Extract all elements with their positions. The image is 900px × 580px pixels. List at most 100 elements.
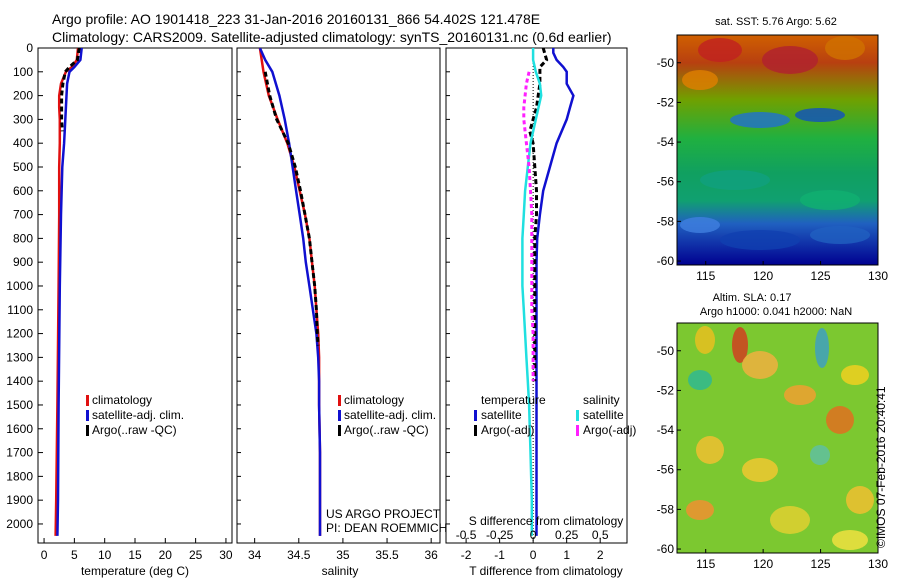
depth-tick-label: 1500 [6, 398, 33, 412]
sla-color-patch [846, 486, 874, 514]
depth-tick-label: 0 [26, 41, 33, 55]
diff-legend-swatch-temp-satellite [474, 410, 477, 421]
salinity-x-label: salinity [322, 564, 359, 578]
sla-x-tick-label: 130 [868, 557, 888, 571]
salinity-plot-frame [236, 47, 441, 544]
depth-tick-label: 800 [13, 231, 33, 245]
sla-x-tick-label: 115 [696, 557, 715, 571]
sst-x-tick-label: 115 [696, 269, 715, 283]
difference-panel: -2 -1 0 1 2 -0.5 -0.25 0 0.25 0.5 T difference fr… [445, 47, 636, 578]
diff-legend-sal-satellite: satellite [583, 408, 624, 422]
sal-legend-swatch-climatology [338, 395, 341, 406]
diff-sal-satellite-line [521, 48, 543, 536]
difference-series [521, 48, 575, 543]
legend-swatch-argo [86, 425, 89, 436]
diff-s-tick-label: -0.25 [486, 528, 514, 542]
diff-s-tick-label: 0 [530, 528, 537, 542]
diff-x-tick-label: -2 [461, 548, 472, 562]
sst-color-patch [810, 226, 870, 244]
depth-tick-label: 1000 [6, 279, 33, 293]
sla-y-tick-label: -56 [657, 463, 675, 477]
sst-x-tick-label: 130 [868, 269, 888, 283]
sal-x-tick-label: 34 [248, 548, 262, 562]
diff-legend-sal-argo: Argo(-adj) [583, 423, 636, 437]
sla-color-patch [732, 327, 748, 363]
salinity-x-ticks: 34 34.5 35 35.5 36 [248, 538, 438, 562]
depth-tick-label: 600 [13, 184, 33, 198]
temp-x-tick-label: 0 [41, 548, 48, 562]
sst-x-tick-label: 120 [753, 269, 773, 283]
temperature-plot-frame [37, 47, 233, 544]
sst-map-panel: sat. SST: 5.76 Argo: 5.62 115 120 125 130 -5… [657, 16, 889, 283]
depth-tick-label: 900 [13, 255, 33, 269]
sst-color-patch [795, 108, 845, 122]
sst-y-tick-label: -58 [657, 214, 675, 228]
temperature-legend: climatology satellite-adj. clim. Argo(..… [86, 393, 184, 437]
temp-x-tick-label: 25 [189, 548, 203, 562]
diff-sal-argo-line [522, 71, 535, 382]
sal-legend-swatch-argo [338, 425, 341, 436]
sal-x-tick-label: 36 [424, 548, 438, 562]
diff-legend-temperature-header: temperature [481, 393, 546, 407]
sst-x-tick-label: 125 [811, 269, 831, 283]
sst-y-tick-label: -50 [657, 56, 675, 70]
temp-x-tick-label: 20 [159, 548, 173, 562]
diff-legend-swatch-temp-argo [474, 425, 477, 436]
sla-map-frame [676, 322, 879, 554]
legend-label-climatology: climatology [92, 393, 152, 407]
legend-label-argo: Argo(..raw -QC) [92, 423, 177, 437]
salinity-y-ticks [237, 47, 241, 525]
sst-map-ticks: 115 120 125 130 -50 -52 -54 -56 -58 -60 [657, 56, 889, 283]
sal-satellite-line [258, 48, 322, 536]
sal-legend-swatch-satellite [338, 410, 341, 421]
sst-color-patch [720, 230, 800, 250]
sla-color-patch [688, 370, 712, 390]
sst-color-patch [762, 46, 818, 74]
difference-y-ticks [446, 47, 450, 525]
sla-color-patch [841, 365, 869, 385]
sla-color-patch [815, 328, 829, 368]
sla-y-tick-label: -50 [657, 344, 675, 358]
sal-legend-label-climatology: climatology [344, 393, 404, 407]
sal-x-tick-label: 35 [336, 548, 350, 562]
sla-color-patch [742, 351, 778, 379]
sla-color-patch [686, 500, 714, 520]
diff-temp-argo-line [528, 48, 549, 382]
sal-argo-line [263, 71, 320, 346]
depth-tick-label: 500 [13, 160, 33, 174]
depth-tick-label: 2000 [6, 517, 33, 531]
temperature-series [54, 48, 83, 536]
imos-timestamp: ©IMOS 07-Feb-2016 20:40:41 [874, 386, 888, 548]
difference-legend: temperature satellite Argo(-adj) salinit… [474, 393, 636, 437]
diff-temp-satellite-line [535, 48, 575, 536]
temperature-panel: 0 5 10 15 20 25 30 0 100 200 300 400 500 600 700 800 90… [6, 41, 233, 578]
sal-x-tick-label: 35.5 [375, 548, 399, 562]
diff-x-tick-label: 2 [597, 548, 604, 562]
sla-x-tick-label: 125 [811, 557, 831, 571]
temperature-x-ticks: 0 5 10 15 20 25 30 [41, 538, 233, 562]
s-difference-label: S difference from climatology [469, 514, 624, 528]
sla-color-patch [832, 530, 868, 550]
sla-color-patch [810, 445, 830, 465]
sst-color-patch [698, 38, 742, 62]
sst-y-tick-label: -54 [657, 135, 675, 149]
depth-tick-label: 300 [13, 112, 33, 126]
sst-color-patch [800, 190, 860, 210]
temp-x-tick-label: 5 [71, 548, 78, 562]
diff-legend-swatch-sal-satellite [576, 410, 579, 421]
diff-legend-temp-argo: Argo(-adj) [481, 423, 534, 437]
diff-x-tick-label: -1 [494, 548, 505, 562]
depth-tick-label: 1100 [7, 303, 33, 317]
sal-legend-label-argo: Argo(..raw -QC) [344, 423, 429, 437]
sla-map-ticks: 115 120 125 130 -50 -52 -54 -56 -58 -60 [657, 344, 889, 571]
sla-y-tick-label: -54 [657, 423, 675, 437]
sst-color-patch [700, 170, 770, 190]
legend-swatch-climatology [86, 395, 89, 406]
sla-map-title-line2: Argo h1000: 0.041 h2000: NaN [700, 306, 852, 318]
depth-tick-label: 100 [13, 65, 33, 79]
sst-color-patch [730, 112, 790, 128]
sst-heatmap-features [680, 36, 870, 250]
sla-color-patch [695, 326, 715, 354]
diff-x-tick-label: 0 [530, 548, 537, 562]
sla-color-patch [696, 436, 724, 464]
